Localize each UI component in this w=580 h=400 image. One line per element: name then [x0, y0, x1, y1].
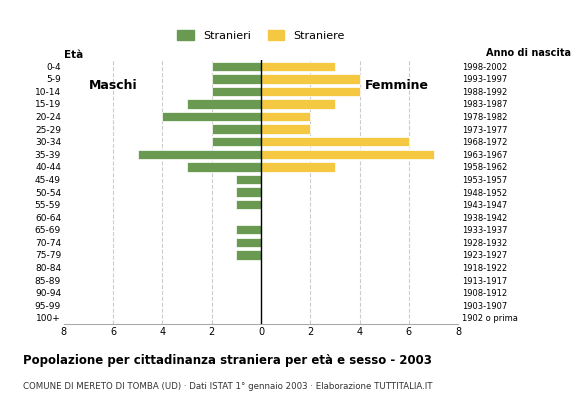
Bar	[237, 238, 261, 247]
Text: COMUNE DI MERETO DI TOMBA (UD) · Dati ISTAT 1° gennaio 2003 · Elaborazione TUTTI: COMUNE DI MERETO DI TOMBA (UD) · Dati IS…	[23, 382, 433, 391]
Text: Popolazione per cittadinanza straniera per età e sesso - 2003: Popolazione per cittadinanza straniera p…	[23, 354, 432, 367]
Text: Maschi: Maschi	[89, 79, 137, 92]
Bar	[237, 225, 261, 234]
Bar	[187, 99, 261, 109]
Bar	[237, 250, 261, 260]
Bar	[162, 112, 261, 121]
Text: Età: Età	[64, 50, 83, 60]
Bar	[261, 99, 335, 109]
Text: Anno di nascita: Anno di nascita	[486, 48, 571, 58]
Bar	[212, 137, 261, 146]
Bar	[261, 150, 434, 159]
Bar	[261, 62, 335, 71]
Bar	[212, 87, 261, 96]
Text: Femmine: Femmine	[365, 79, 429, 92]
Bar	[212, 124, 261, 134]
Bar	[261, 112, 310, 121]
Bar	[212, 62, 261, 71]
Bar	[187, 162, 261, 172]
Bar	[261, 162, 335, 172]
Legend: Stranieri, Straniere: Stranieri, Straniere	[173, 26, 349, 46]
Bar	[138, 150, 261, 159]
Bar	[261, 124, 310, 134]
Bar	[237, 187, 261, 197]
Bar	[237, 175, 261, 184]
Bar	[261, 87, 360, 96]
Bar	[261, 74, 360, 84]
Bar	[212, 74, 261, 84]
Bar	[261, 137, 409, 146]
Bar	[237, 200, 261, 209]
